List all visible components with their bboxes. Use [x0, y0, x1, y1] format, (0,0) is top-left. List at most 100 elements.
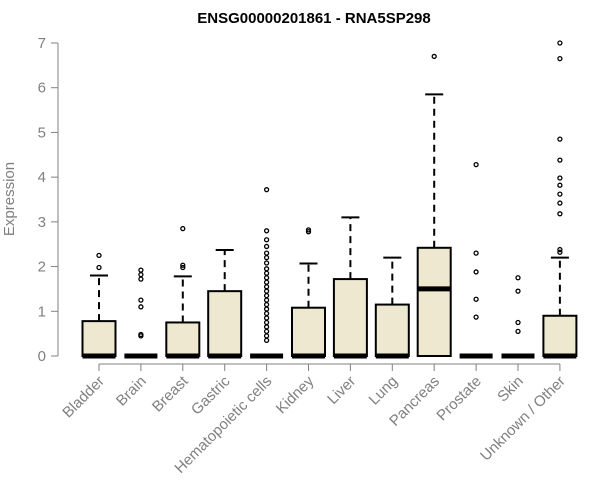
- outlier-point: [263, 237, 270, 243]
- box-body: [207, 290, 243, 357]
- outlier-point: [263, 243, 270, 250]
- outlier-point: [263, 275, 270, 281]
- outlier-point: [263, 319, 270, 326]
- outlier-point: [557, 191, 563, 197]
- x-tick-label: Prostate: [433, 373, 485, 425]
- x-tick-label: Breast: [149, 372, 192, 415]
- box-4: [250, 187, 284, 359]
- box-6: [332, 216, 368, 359]
- outlier-point: [305, 227, 312, 233]
- outlier-point: [263, 301, 270, 308]
- y-tick-label: 4: [38, 169, 46, 186]
- box-3: [207, 249, 243, 359]
- outlier-point: [557, 136, 563, 142]
- outlier-point: [557, 249, 563, 255]
- outlier-point: [557, 200, 563, 206]
- outlier-point: [263, 297, 270, 303]
- box-body: [332, 278, 368, 357]
- outlier-point: [263, 228, 270, 234]
- y-tick-label: 3: [38, 214, 46, 231]
- outlier-point: [263, 328, 270, 335]
- outlier-point: [473, 296, 479, 302]
- outlier-point: [138, 297, 144, 303]
- box-body: [165, 321, 201, 358]
- box-body: [542, 314, 578, 357]
- outlier-point: [515, 319, 521, 326]
- outlier-point: [138, 333, 144, 339]
- outlier-point: [138, 304, 144, 310]
- box-8: [416, 53, 452, 357]
- box-7: [374, 256, 410, 359]
- box-1: [124, 267, 158, 359]
- outlier-point: [557, 40, 563, 46]
- outlier-point: [473, 314, 479, 320]
- box-body: [374, 303, 410, 358]
- x-tick-label: Brain: [113, 373, 150, 410]
- outlier-point: [263, 292, 270, 299]
- x-tick-label: Kidney: [273, 372, 318, 417]
- y-tick-label: 0: [38, 348, 46, 365]
- outlier-point: [431, 53, 437, 60]
- y-tick-label: 6: [38, 80, 46, 97]
- y-axis-label: Expression: [1, 162, 18, 236]
- outlier-point: [263, 288, 270, 294]
- outlier-point: [263, 270, 270, 276]
- box-11: [542, 40, 578, 359]
- x-tick-label: Lung: [366, 373, 402, 409]
- y-tick-label: 5: [38, 124, 46, 141]
- outlier-point: [138, 276, 144, 282]
- outlier-point: [473, 161, 479, 168]
- outlier-point: [263, 310, 270, 317]
- outlier-point: [263, 279, 270, 285]
- outlier-point: [263, 337, 270, 344]
- box-5: [291, 227, 326, 359]
- y-tick-label: 1: [38, 303, 46, 320]
- outlier-point: [263, 324, 270, 330]
- outlier-point: [138, 271, 144, 278]
- outlier-point: [263, 333, 270, 339]
- outlier-point: [557, 157, 563, 163]
- outlier-point: [557, 56, 563, 62]
- outlier-point: [263, 315, 270, 321]
- box-0: [81, 252, 117, 359]
- boxes: [81, 40, 578, 359]
- outlier-point: [180, 262, 186, 268]
- y-tick-label: 7: [38, 35, 46, 52]
- outlier-point: [263, 306, 270, 312]
- box-9: [459, 161, 493, 359]
- outlier-point: [263, 187, 270, 193]
- outlier-point: [557, 182, 563, 188]
- axes: 0 1 2 3 4 5 6 7: [38, 35, 561, 371]
- outlier-point: [515, 328, 521, 335]
- outlier-point: [263, 250, 270, 256]
- box-body: [416, 246, 452, 357]
- box-body: [291, 306, 326, 357]
- outlier-point: [473, 269, 479, 275]
- box-10: [501, 275, 535, 359]
- outlier-point: [557, 246, 563, 253]
- outlier-point: [515, 275, 521, 281]
- outlier-point: [557, 175, 563, 181]
- outlier-point: [473, 250, 479, 256]
- box-2: [165, 225, 201, 359]
- chart-title: ENSG00000201861 - RNA5SP298: [197, 10, 430, 27]
- outlier-point: [305, 229, 312, 235]
- outlier-point: [138, 267, 144, 273]
- y-tick-label: 2: [38, 259, 46, 276]
- x-tick-label: Liver: [324, 373, 359, 408]
- outlier-point: [263, 266, 270, 272]
- outlier-point: [96, 252, 102, 259]
- outlier-point: [263, 260, 270, 266]
- outlier-point: [180, 264, 186, 271]
- x-tick-label: Bladder: [59, 373, 108, 422]
- outlier-point: [96, 264, 102, 271]
- outlier-point: [557, 211, 563, 217]
- outlier-point: [180, 225, 186, 232]
- outlier-point: [515, 288, 521, 294]
- box-body: [81, 320, 117, 358]
- x-tick-label: Skin: [494, 373, 527, 406]
- outlier-point: [263, 284, 270, 290]
- outlier-point: [263, 254, 270, 261]
